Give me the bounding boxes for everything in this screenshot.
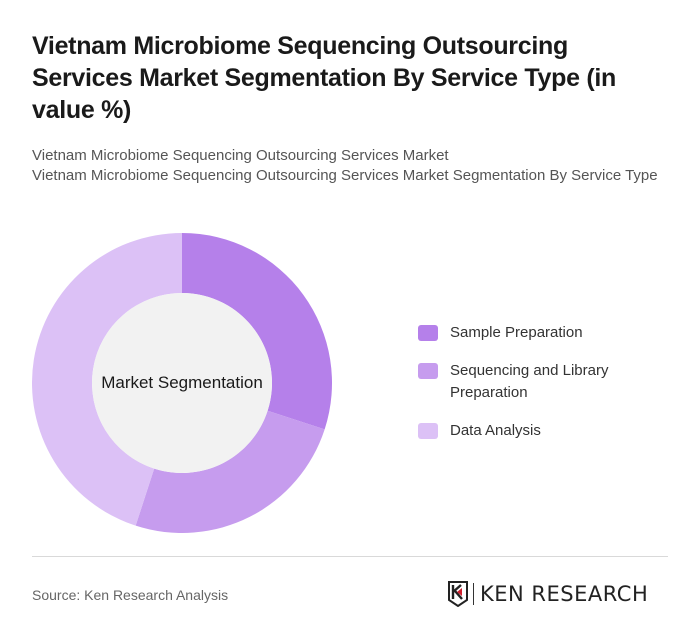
ken-research-logo-icon: [448, 581, 468, 607]
donut-svg: [32, 233, 332, 533]
legend-item-sample-preparation: Sample Preparation: [418, 322, 658, 344]
ken-research-logo: KEN RESEARCH: [448, 580, 648, 608]
legend-swatch: [418, 423, 438, 439]
legend-label: Data Analysis: [450, 422, 541, 439]
chart-title: Vietnam Microbiome Sequencing Outsourcin…: [32, 32, 616, 124]
legend-item-sequencing-library-preparation: Sequencing and Library Preparation: [418, 360, 658, 404]
legend-swatch: [418, 325, 438, 341]
donut-segment-sample-preparation: [182, 233, 332, 430]
donut-segment-sequencing-and-library-preparation: [135, 410, 325, 533]
logo-separator: [473, 583, 474, 605]
donut-segment-data-analysis: [32, 233, 182, 526]
donut-hole: [92, 293, 272, 473]
legend-item-data-analysis: Data Analysis: [418, 420, 658, 442]
donut-chart: Market Segmentation: [32, 233, 332, 533]
legend-label: Sequencing and Library Preparation: [450, 362, 609, 401]
legend-swatch: [418, 363, 438, 379]
subtitle-line-1: Vietnam Microbiome Sequencing Outsourcin…: [32, 147, 449, 164]
chart-legend: Sample Preparation Sequencing and Librar…: [418, 322, 658, 458]
subtitle-line-2: Vietnam Microbiome Sequencing Outsourcin…: [32, 167, 658, 184]
source-note: Source: Ken Research Analysis: [32, 587, 229, 603]
legend-label: Sample Preparation: [450, 324, 583, 341]
footer-divider: [32, 556, 668, 557]
chart-subtitle: Vietnam Microbiome Sequencing Outsourcin…: [32, 146, 672, 186]
logo-text: KEN RESEARCH: [480, 582, 649, 606]
